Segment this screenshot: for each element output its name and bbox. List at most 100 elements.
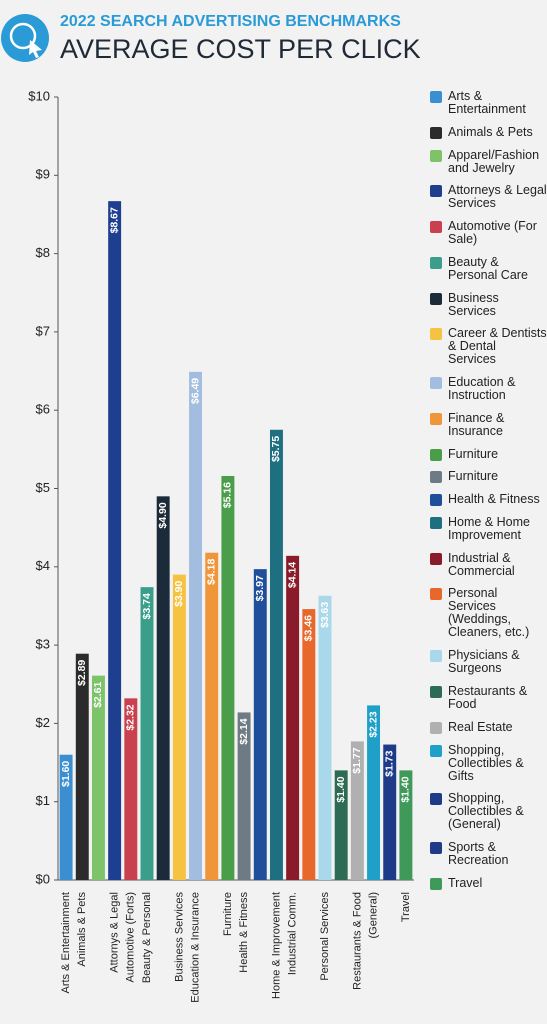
legend-item: Restaurants & Food (430, 685, 547, 711)
x-tick-label: Furniture (222, 892, 234, 936)
y-tick-label: $1 (36, 793, 50, 808)
data-label: $2.32 (125, 704, 137, 730)
x-tick-label: Animals & Pets (76, 892, 88, 967)
legend-item: Personal Services (Weddings, Cleaners, e… (430, 587, 547, 639)
data-label: $4.14 (286, 562, 298, 588)
legend-item: Shopping, Collectibles & Gifts (430, 742, 547, 783)
data-label: $3.90 (173, 580, 185, 606)
data-label: $5.75 (270, 436, 282, 462)
legend-swatch (430, 793, 442, 806)
legend-item: Health & Fitness (430, 493, 547, 507)
legend: Arts & Entertainment Animals & Pets Appare… (430, 90, 547, 890)
y-tick-label: $5 (36, 480, 50, 495)
legend-item: Furniture (430, 447, 547, 461)
y-tick-label: $7 (36, 323, 50, 338)
data-label: $2.23 (367, 711, 379, 737)
logo (1, 14, 49, 62)
legend-swatch (430, 721, 442, 734)
legend-swatch (430, 744, 442, 757)
bar (91, 675, 105, 880)
data-label: $6.49 (189, 378, 201, 404)
legend-swatch (430, 377, 442, 390)
legend-item: Apparel/Fashion and Jewelry (430, 148, 547, 175)
legend-item: Education & Instruction (430, 376, 547, 402)
legend-swatch (430, 877, 442, 890)
y-tick-label: $0 (36, 871, 50, 886)
bar (172, 574, 186, 880)
data-label: $1.73 (384, 750, 396, 776)
y-tick-label: $8 (36, 245, 50, 260)
legend-label: Attorneys & Legal Services (448, 183, 547, 211)
legend-item: Shopping, Collectibles & (General) (430, 792, 547, 831)
bar (221, 475, 235, 880)
data-label: $8.67 (108, 207, 120, 233)
legend-item: Physicians & Surgeons (430, 649, 547, 675)
legend-swatch (430, 471, 442, 484)
bar (383, 744, 397, 880)
legend-item: Real Estate (430, 720, 547, 734)
bar (108, 201, 122, 880)
bar (156, 496, 170, 880)
data-label: $2.61 (92, 681, 104, 707)
legend-swatch (430, 842, 442, 855)
y-tick-label: $2 (36, 715, 50, 730)
x-tick-label: Attornys & Legal (109, 892, 121, 973)
y-tick-label: $3 (36, 637, 50, 652)
legend-swatch (430, 256, 442, 269)
bar (399, 770, 413, 880)
x-tick-label: Personal Services (319, 892, 331, 981)
legend-item: Industrial & Commercial (430, 550, 547, 578)
legend-swatch (430, 412, 442, 425)
bar (140, 587, 154, 880)
data-label: $3.63 (319, 602, 331, 628)
data-label: $4.18 (206, 559, 218, 585)
legend-item: Career & Dentists & Dental Services (430, 327, 547, 366)
x-tick-label: Health & Fitness (238, 892, 250, 973)
bar (334, 770, 348, 880)
legend-label: Shopping, Collectibles & Gifts (448, 742, 524, 783)
x-tick-label: Home & Improvement (270, 892, 282, 999)
legend-swatch (430, 516, 442, 529)
legend-swatch (430, 650, 442, 663)
bar (59, 754, 73, 880)
legend-item: Furniture (430, 469, 547, 484)
bar (237, 712, 251, 880)
legend-swatch (430, 448, 442, 461)
y-tick-label: $6 (36, 402, 50, 417)
legend-swatch (430, 149, 442, 162)
bar (205, 552, 219, 880)
x-tick-label: Arts & Entertainment (60, 892, 72, 994)
chart-subtitle: AVERAGE COST PER CLICK (60, 34, 421, 64)
legend-label: Animals & Pets (448, 124, 533, 139)
legend-item: Arts & Entertainment (430, 90, 547, 116)
legend-label: Finance & Insurance (448, 410, 505, 438)
legend-label: Furniture (448, 469, 499, 484)
legend-swatch (430, 292, 442, 305)
bar (189, 371, 203, 880)
y-tick-label: $9 (36, 167, 50, 182)
legend-swatch (430, 686, 442, 699)
bar (318, 595, 332, 880)
legend-item: Travel (430, 875, 547, 890)
legend-label: Beauty & Personal Care (448, 254, 528, 282)
bar (350, 741, 364, 880)
legend-item: Home & Home Improvement (430, 515, 547, 542)
x-tick-label: (General) (367, 892, 379, 938)
legend-label: Personal Services (Weddings, Cleaners, e… (448, 586, 530, 640)
legend-swatch (430, 126, 442, 139)
legend-label: Industrial & Commercial (448, 550, 515, 578)
data-label: $1.77 (351, 747, 363, 773)
legend-item: Finance & Insurance (430, 410, 547, 438)
data-label: $1.40 (335, 776, 347, 802)
bar (302, 609, 316, 880)
data-label: $1.60 (60, 761, 72, 787)
legend-item: Sports & Recreation (430, 841, 547, 867)
x-tick-label: Automotive (Forts) (125, 892, 137, 982)
data-label: $4.90 (157, 502, 169, 528)
legend-label: Travel (448, 875, 483, 890)
x-tick-label: Beauty & Personal (141, 892, 153, 983)
chart-title: 2022 SEARCH ADVERTISING BENCHMARKS (60, 13, 401, 30)
y-tick-label: $4 (36, 558, 50, 573)
